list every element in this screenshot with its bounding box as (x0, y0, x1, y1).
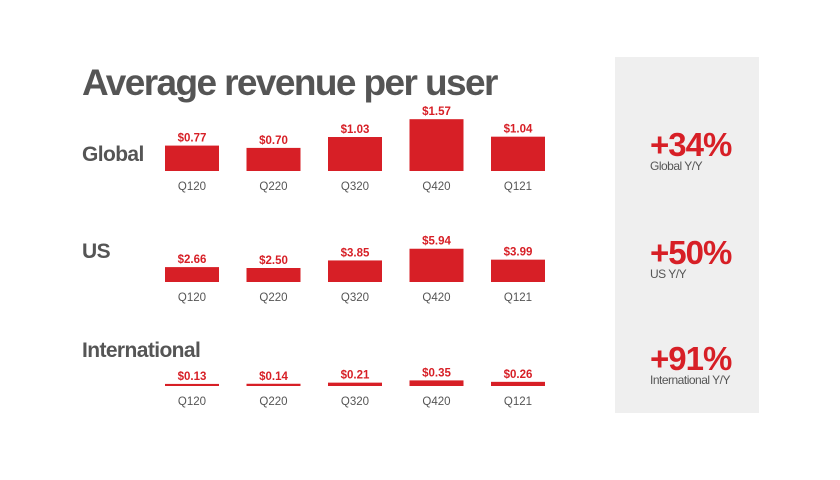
international-category-label: Q420 (422, 396, 450, 408)
global-value-label: $0.70 (259, 135, 288, 147)
international-category-label: Q121 (504, 396, 532, 408)
global-yoy-label: Global Y/Y (650, 159, 703, 173)
section-label-global: Global (82, 143, 144, 166)
international-bar-q420 (409, 380, 464, 386)
us-category-label: Q320 (341, 292, 369, 304)
global-category-label: Q320 (341, 181, 369, 193)
international-bar-q121 (491, 381, 545, 386)
us-bar-q121 (491, 259, 545, 282)
international-bar-q320 (328, 382, 382, 386)
section-label-international: International (82, 339, 201, 362)
international-value-label: $0.35 (422, 367, 451, 379)
global-bar-q320 (328, 137, 382, 171)
us-value-label: $5.94 (422, 236, 451, 248)
international-arpu-chart: $0.13 Q120 $0.14 Q220 $0.21 Q320 $0.35 Q420 $0.2… (165, 367, 545, 408)
global-value-label: $1.04 (504, 124, 533, 136)
international-category-label: Q220 (259, 396, 287, 408)
us-bar-q220 (246, 268, 301, 282)
global-bar-q220 (246, 147, 301, 171)
global-value-label: $1.57 (422, 106, 451, 118)
us-bar-q320 (328, 260, 382, 282)
us-category-label: Q121 (504, 292, 532, 304)
global-value-label: $0.77 (178, 133, 207, 145)
us-yoy-change: +50% (650, 234, 732, 271)
global-category-label: Q121 (504, 181, 532, 193)
international-bar-q120 (165, 383, 219, 386)
international-bar-q220 (246, 383, 301, 386)
us-value-label: $2.66 (178, 254, 207, 266)
us-value-label: $2.50 (259, 255, 288, 267)
international-yoy-label: International Y/Y (650, 373, 731, 387)
international-category-label: Q120 (178, 396, 206, 408)
global-yoy-change: +34% (650, 126, 732, 163)
international-value-label: $0.21 (341, 370, 370, 382)
global-bar-q420 (409, 119, 464, 171)
us-value-label: $3.85 (341, 247, 370, 259)
global-bar-q121 (491, 136, 545, 171)
us-bar-q120 (165, 267, 219, 282)
global-category-label: Q120 (178, 181, 206, 193)
international-value-label: $0.26 (504, 369, 533, 381)
us-category-label: Q420 (422, 292, 450, 304)
us-arpu-chart: $2.66 Q120 $2.50 Q220 $3.85 Q320 $5.94 Q420 $3.9… (165, 236, 545, 304)
global-bar-q120 (165, 145, 219, 171)
page-title: Average revenue per user (82, 62, 498, 103)
international-category-label: Q320 (341, 396, 369, 408)
international-value-label: $0.14 (259, 371, 288, 383)
global-category-label: Q420 (422, 181, 450, 193)
global-value-label: $1.03 (341, 124, 370, 136)
us-bar-q420 (409, 248, 464, 282)
global-category-label: Q220 (259, 181, 287, 193)
international-yoy-change: +91% (650, 340, 732, 377)
international-value-label: $0.13 (178, 371, 207, 383)
us-value-label: $3.99 (504, 247, 533, 259)
us-category-label: Q120 (178, 292, 206, 304)
section-label-us: US (82, 240, 111, 263)
us-category-label: Q220 (259, 292, 287, 304)
global-arpu-chart: $0.77 Q120 $0.70 Q220 $1.03 Q320 $1.57 Q420 $1.0… (165, 106, 545, 193)
yoy-summary-panel (615, 57, 759, 413)
us-yoy-label: US Y/Y (650, 267, 687, 281)
